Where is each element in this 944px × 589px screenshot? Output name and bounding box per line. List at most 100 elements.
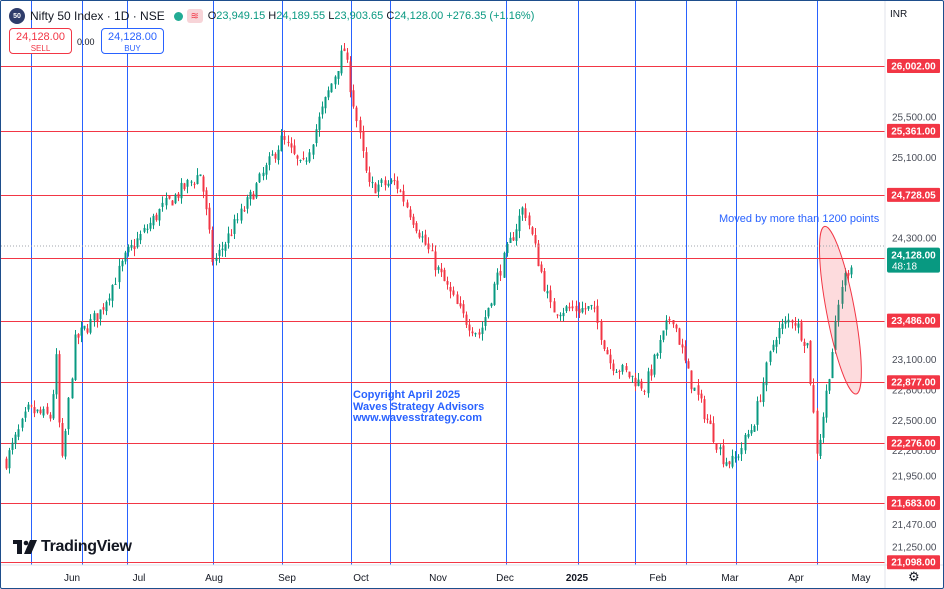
up-candle-body	[224, 244, 227, 251]
up-candle-body	[772, 344, 775, 351]
sell-button[interactable]: 24,128.00 SELL	[9, 28, 72, 54]
down-candle-body	[406, 202, 409, 208]
up-candle-body	[496, 272, 499, 285]
down-candle-body	[584, 308, 587, 310]
down-candle-body	[287, 141, 290, 144]
tradingview-logo[interactable]: TradingView	[13, 538, 132, 556]
down-candle-body	[803, 341, 806, 346]
price-axis-tick-label: 22,800.00	[892, 385, 937, 396]
level-price-badge: 22,877.00	[887, 375, 940, 390]
currency-label[interactable]: INR	[890, 9, 908, 20]
time-axis-label: May	[852, 573, 871, 584]
last-price-badge	[887, 247, 940, 273]
up-candle-body	[227, 233, 230, 244]
level-badge-label: 22,877.00	[891, 378, 936, 389]
up-candle-body	[186, 179, 189, 187]
down-candle-body	[471, 331, 474, 334]
down-candle-body	[678, 328, 681, 345]
price-axis-tick-label: 22,200.00	[892, 446, 937, 457]
close-key: C	[386, 10, 395, 22]
up-candle-body	[334, 76, 337, 85]
up-candle-body	[99, 309, 102, 320]
down-candle-body	[355, 107, 358, 122]
down-candle-body	[578, 308, 581, 314]
up-candle-body	[850, 267, 853, 275]
up-candle-body	[518, 215, 521, 232]
up-candle-body	[725, 462, 728, 466]
down-candle-body	[168, 195, 171, 199]
time-axis-label: Apr	[788, 573, 804, 584]
down-candle-body	[102, 307, 105, 310]
up-candle-body	[487, 307, 490, 317]
close-value: 24,128.00	[394, 10, 444, 22]
time-axis-label: Jul	[133, 573, 146, 584]
up-candle-body	[756, 401, 759, 425]
down-candle-body	[712, 423, 715, 442]
up-candle-body	[340, 50, 343, 74]
symbol-title[interactable]: Nifty 50 Index · 1D · NSE	[30, 9, 165, 23]
up-candle-body	[114, 283, 117, 285]
up-candle-body	[327, 90, 330, 98]
highlight-ellipse	[818, 225, 862, 395]
down-candle-body	[728, 461, 731, 465]
up-candle-body	[330, 83, 333, 93]
up-candle-body	[737, 456, 740, 458]
down-candle-body	[374, 183, 377, 194]
down-candle-body	[412, 216, 415, 225]
up-candle-body	[258, 173, 261, 183]
down-candle-body	[553, 301, 556, 313]
down-candle-body	[202, 176, 205, 192]
down-candle-body	[600, 321, 603, 340]
down-candle-body	[618, 370, 621, 372]
down-candle-body	[402, 190, 405, 202]
up-candle-body	[80, 327, 83, 336]
up-candle-body	[36, 409, 39, 412]
up-candle-body	[834, 320, 837, 350]
up-candle-body	[637, 379, 640, 386]
down-candle-body	[252, 193, 255, 200]
down-candle-body	[634, 377, 637, 387]
price-axis-tick-label: 25,100.00	[892, 153, 937, 164]
down-candle-body	[5, 458, 8, 469]
down-candle-body	[575, 305, 578, 312]
buy-button[interactable]: 24,128.00 BUY	[101, 28, 164, 54]
up-candle-body	[255, 183, 258, 198]
up-candle-body	[221, 248, 224, 250]
plot-area[interactable]	[1, 1, 885, 565]
down-candle-body	[706, 418, 709, 420]
settings-gear-icon[interactable]: ⚙	[908, 569, 920, 584]
down-candle-body	[722, 445, 725, 465]
up-candle-body	[769, 351, 772, 362]
up-candle-body	[565, 306, 568, 312]
down-candle-body	[399, 190, 402, 192]
level-price-badge: 21,098.00	[887, 555, 940, 570]
down-candle-body	[700, 393, 703, 399]
up-candle-body	[11, 442, 14, 450]
up-candle-body	[249, 191, 252, 200]
down-candle-body	[791, 320, 794, 323]
up-candle-body	[321, 106, 324, 115]
up-candle-body	[784, 320, 787, 324]
up-candle-body	[124, 252, 127, 262]
down-candle-body	[443, 269, 446, 282]
down-candle-body	[812, 385, 815, 413]
level-badge-bg	[887, 313, 940, 328]
down-candle-body	[133, 245, 136, 250]
down-candle-body	[208, 207, 211, 230]
down-candle-body	[675, 324, 678, 329]
level-price-badge: 25,361.00	[887, 123, 940, 138]
up-candle-body	[762, 382, 765, 402]
down-candle-body	[296, 155, 299, 159]
wave-indicator-icon[interactable]: ≋	[186, 9, 203, 23]
down-candle-body	[715, 443, 718, 450]
up-candle-body	[546, 291, 549, 294]
up-candle-body	[474, 333, 477, 335]
down-candle-body	[499, 270, 502, 276]
down-candle-body	[668, 319, 671, 321]
up-candle-body	[152, 215, 155, 226]
up-candle-body	[161, 202, 164, 207]
down-candle-body	[393, 180, 396, 182]
up-candle-body	[493, 283, 496, 305]
down-candle-body	[349, 61, 352, 93]
